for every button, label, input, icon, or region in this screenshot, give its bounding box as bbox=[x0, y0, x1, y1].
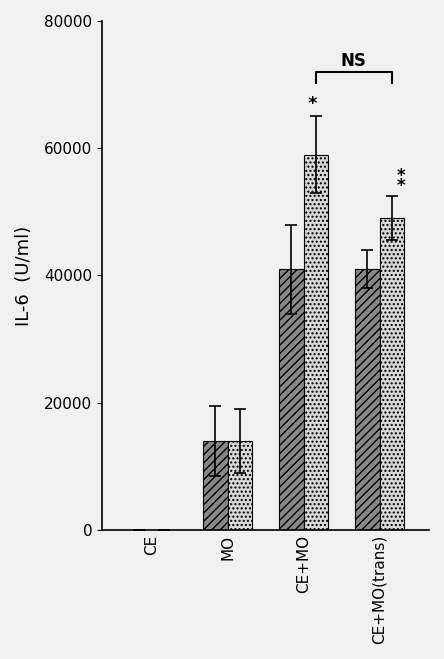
Text: NS: NS bbox=[341, 52, 367, 70]
Text: *: * bbox=[396, 167, 405, 185]
Bar bbox=[380, 218, 404, 530]
Bar bbox=[355, 269, 380, 530]
Bar bbox=[203, 441, 227, 530]
Y-axis label: IL-6  (U/ml): IL-6 (U/ml) bbox=[15, 225, 33, 326]
Text: *: * bbox=[396, 177, 405, 194]
Bar bbox=[304, 155, 328, 530]
Bar bbox=[279, 269, 304, 530]
Bar bbox=[227, 441, 252, 530]
Text: *: * bbox=[307, 96, 317, 113]
